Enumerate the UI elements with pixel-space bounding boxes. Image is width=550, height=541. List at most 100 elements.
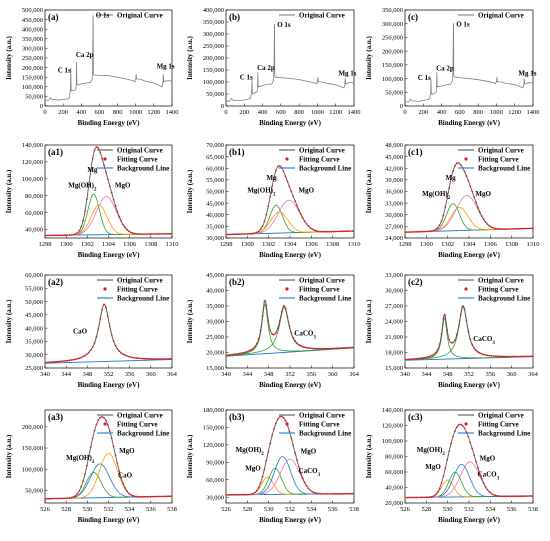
fit-point (492, 355, 495, 357)
fit-point (292, 336, 295, 339)
fit-point (259, 228, 262, 231)
fit-point (429, 496, 431, 498)
y-tick-label: 27,000 (385, 224, 403, 231)
panel-label: (b3) (229, 412, 245, 422)
fit-point (459, 423, 462, 426)
fit-point (244, 493, 247, 496)
fit-point (309, 347, 312, 350)
fit-point (80, 225, 83, 228)
panel-a3: 526 528 530 532 534 536 538 50,000 100,000 150,00… (5, 409, 177, 524)
fit-point (406, 496, 408, 499)
x-tick-label: 360 (328, 371, 338, 378)
fit-point (47, 234, 50, 237)
fit-point (68, 497, 71, 499)
fit-point (415, 496, 418, 499)
fit-point (108, 325, 111, 328)
fit-point (143, 357, 145, 360)
fit-point (301, 477, 304, 480)
panel-a1: 1298 1300 1302 1304 1306 1308 1310 40,000 60,000… (5, 142, 179, 259)
plot-area (405, 305, 533, 361)
fit-point (91, 437, 94, 440)
fit-point (492, 493, 495, 496)
fit-point (478, 211, 481, 213)
fit-point (296, 459, 298, 462)
fit-point (250, 349, 252, 351)
y-tick-label: 25,000 (206, 334, 224, 341)
fit-point (65, 359, 67, 362)
y-axis-label: Intensity (a.u.) (365, 35, 373, 79)
legend-entry: Original Curve (299, 277, 345, 285)
fit-point (240, 352, 243, 355)
series-original-curve (45, 15, 172, 101)
y-tick-label: 45,000 (385, 154, 403, 161)
fit-point (53, 360, 56, 363)
fit-point (118, 350, 121, 353)
fit-point (141, 233, 144, 236)
fit-point (46, 361, 48, 364)
y-tick-label: 120,000 (22, 159, 43, 166)
fit-point (406, 231, 408, 234)
fit-point (475, 349, 477, 352)
legend-marker (103, 287, 107, 291)
fit-point (234, 353, 237, 356)
fit-point (315, 347, 318, 350)
x-axis-label: Binding Energy (eV) (259, 119, 322, 127)
fit-point (240, 493, 243, 496)
fit-point (344, 230, 346, 233)
y-tick-label: 20,000 (385, 500, 403, 507)
fit-point (57, 234, 60, 237)
panel-label: (a3) (48, 412, 63, 422)
fit-point (137, 357, 140, 360)
legend-entry: Original Curve (117, 277, 163, 285)
legend-entry: Background Line (117, 295, 169, 303)
component-peak-3 (405, 195, 533, 233)
legend-marker (285, 287, 289, 291)
fit-point (480, 352, 483, 355)
legend-marker (464, 422, 468, 426)
fit-point (423, 356, 426, 359)
fit-point (236, 493, 239, 496)
fit-point (336, 347, 339, 350)
fit-point (251, 347, 254, 350)
fit-point (129, 493, 132, 496)
series-original-curve (45, 303, 172, 363)
legend-entry: Fitting Curve (299, 286, 340, 294)
y-tick-label: 65,000 (206, 154, 224, 161)
y-tick-label: 24,000 (385, 235, 403, 242)
fit-point (72, 358, 75, 361)
y-axis-label: Intensity (a.u.) (365, 434, 373, 478)
fit-point (488, 354, 491, 357)
annotation-subscript: 2 (442, 451, 445, 456)
legend-entry: Background Line (117, 430, 169, 438)
fit-point (276, 418, 279, 421)
fit-point (228, 493, 231, 496)
x-tick-label: 1298 (39, 241, 52, 248)
fit-point (430, 354, 433, 357)
fit-point (294, 200, 297, 202)
component-peak-4 (405, 461, 533, 498)
panel-label: (b1) (229, 147, 245, 157)
fit-point (328, 493, 331, 495)
fit-point (116, 210, 119, 213)
fit-point (473, 196, 476, 198)
y-tick-label: 140,000 (22, 142, 43, 149)
fit-point (511, 495, 514, 498)
fit-point (511, 355, 514, 358)
fit-point (282, 170, 285, 173)
fit-point (276, 165, 279, 168)
x-tick-label: 1310 (166, 241, 179, 248)
fit-point (407, 231, 410, 233)
fit-point (59, 497, 62, 500)
peak-annotation: Mg(OH)2 (417, 446, 446, 457)
fit-point (156, 358, 159, 360)
annotation-subscript: 2 (273, 192, 276, 197)
x-tick-label: 364 (167, 371, 178, 378)
fit-point (523, 355, 525, 358)
fit-point (273, 176, 275, 179)
fit-point (169, 232, 172, 235)
fit-point (463, 170, 466, 173)
fit-point (112, 198, 115, 201)
fit-point (234, 493, 237, 496)
